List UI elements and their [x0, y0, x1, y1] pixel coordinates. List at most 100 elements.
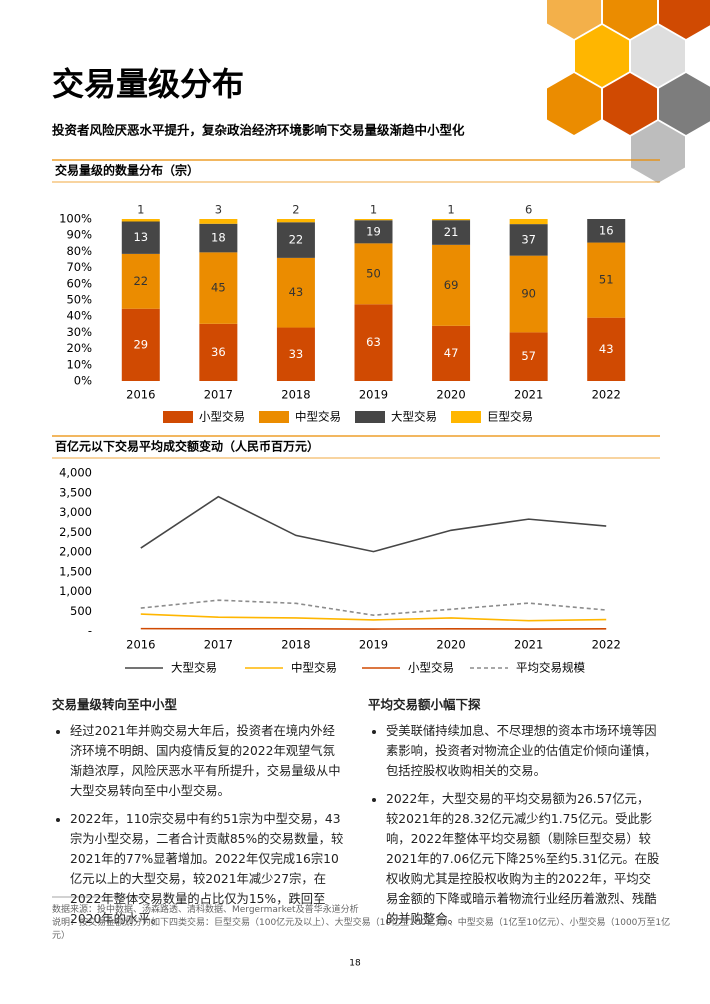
y-tick-label: 80%: [66, 244, 92, 258]
bar-segment: [199, 323, 238, 381]
data-label: 90: [521, 287, 536, 301]
legend-label: 大型交易: [391, 410, 437, 424]
hexagon: [547, 0, 601, 39]
data-label: 21: [444, 225, 459, 239]
data-label: 69: [444, 278, 459, 292]
y-tick-label: 2,000: [59, 545, 92, 559]
section-heading: 平均交易额小幅下探: [368, 697, 481, 712]
series-line: [140, 613, 607, 622]
x-tick-label: 2022: [592, 388, 621, 402]
bar-segment: [276, 257, 315, 328]
x-tick-label: 2016: [126, 388, 155, 402]
legend-swatch: [451, 411, 481, 423]
y-tick-label: 1,500: [59, 564, 92, 578]
hexagon: [575, 25, 629, 87]
legend-swatch: [259, 411, 289, 423]
data-label: 19: [366, 224, 381, 238]
data-label: 22: [133, 274, 148, 288]
bar-segment: [121, 253, 160, 309]
y-tick-label: 30%: [66, 325, 92, 339]
data-label: 6: [525, 203, 532, 217]
x-tick-label: 2021: [514, 638, 543, 652]
y-tick-label: 3,500: [59, 485, 92, 499]
bar-segment: [199, 219, 238, 224]
y-tick-label: 60%: [66, 276, 92, 290]
bar-segment: [121, 308, 160, 381]
bullet: 经过2021年并购交易大年后，投资者在境内外经济环境不明朗、国内疫情反复的202…: [70, 721, 344, 801]
y-tick-label: 2,500: [59, 525, 92, 539]
legend-label: 平均交易规模: [516, 661, 585, 675]
hexagon: [631, 121, 685, 183]
footnote: 数据来源：投中数据、汤森路透、清科数据、Mergermarket及普华永道分析: [52, 905, 359, 915]
bar-segment: [121, 221, 160, 254]
bar-segment: [587, 242, 626, 318]
x-tick-label: 2017: [204, 388, 233, 402]
series-line: [140, 599, 607, 617]
data-label: 29: [133, 337, 148, 351]
data-label: 3: [215, 203, 222, 217]
bar-segment: [354, 304, 393, 381]
x-tick-label: 2016: [126, 638, 155, 652]
x-tick-label: 2018: [281, 638, 310, 652]
y-tick-label: 50%: [66, 293, 92, 307]
bar-segment: [509, 224, 548, 256]
data-label: 47: [444, 346, 459, 360]
data-label: 57: [521, 349, 536, 363]
subtitle: 投资者风险厌恶水平提升，复杂政治经济环境影响下交易量级渐趋中小型化: [52, 123, 465, 138]
y-tick-label: -: [88, 624, 92, 638]
y-tick-label: 10%: [66, 357, 92, 371]
y-tick-label: 1,000: [59, 584, 92, 598]
bar-segment: [121, 219, 160, 222]
page-number: 18: [349, 959, 361, 969]
data-label: 18: [211, 231, 226, 245]
data-label: 37: [521, 232, 536, 246]
hexagon: [547, 73, 601, 135]
bar-segment: [432, 244, 471, 326]
y-tick-label: 70%: [66, 260, 92, 274]
data-label: 1: [137, 203, 144, 217]
page-title: 交易量级分布: [52, 65, 244, 103]
bar-segment: [587, 219, 626, 243]
legend-label: 中型交易: [291, 661, 337, 675]
y-tick-label: 90%: [66, 228, 92, 242]
data-label: 13: [133, 230, 148, 244]
bullet: 2022年，110宗交易中有约51宗为中型交易，43宗为小型交易，二者合计贡献8…: [70, 809, 344, 929]
bar-segment: [432, 219, 471, 221]
bar-segment: [199, 252, 238, 324]
data-label: 63: [366, 335, 381, 349]
hexagon-decoration: [547, 0, 710, 183]
legend-label: 巨型交易: [487, 410, 533, 424]
bullet-list: 经过2021年并购交易大年后，投资者在境内外经济环境不明朗、国内疫情反复的202…: [52, 721, 344, 929]
footnote: 说明：按交易金额划分为如下四类交易：巨型交易（100亿元及以上）、大型交易（10…: [52, 918, 671, 941]
bar-segment: [509, 332, 548, 381]
bar-segment: [354, 243, 393, 305]
bar-segment: [432, 220, 471, 245]
data-label: 36: [211, 345, 226, 359]
bullet-list: 受美联储持续加息、不尽理想的资本市场环境等因素影响，投资者对物流企业的估值定价倾…: [368, 721, 660, 929]
bar-segment: [276, 222, 315, 258]
y-tick-label: 100%: [59, 212, 92, 226]
data-label: 45: [211, 281, 226, 295]
footnotes: 数据来源：投中数据、汤森路透、清科数据、Mergermarket及普华永道分析 …: [52, 904, 672, 943]
y-tick-label: 500: [70, 604, 92, 618]
legend-label: 小型交易: [408, 661, 454, 675]
bar-segment: [509, 219, 548, 225]
legend-swatch: [355, 411, 385, 423]
y-tick-label: 40%: [66, 309, 92, 323]
data-label: 1: [447, 203, 454, 217]
y-tick-label: 20%: [66, 341, 92, 355]
bar-segment: [276, 327, 315, 381]
x-tick-label: 2019: [359, 638, 388, 652]
bar-segment: [276, 219, 315, 223]
data-label: 16: [599, 223, 614, 237]
data-label: 1: [370, 203, 377, 217]
data-label: 43: [289, 285, 304, 299]
section: 平均交易额小幅下探 受美联储持续加息、不尽理想的资本市场环境等因素影响，投资者对…: [368, 695, 660, 937]
y-tick-label: 0%: [74, 374, 92, 388]
hexagon: [631, 25, 685, 87]
data-label: 22: [289, 233, 304, 247]
x-tick-label: 2017: [204, 638, 233, 652]
y-tick-label: 3,000: [59, 505, 92, 519]
